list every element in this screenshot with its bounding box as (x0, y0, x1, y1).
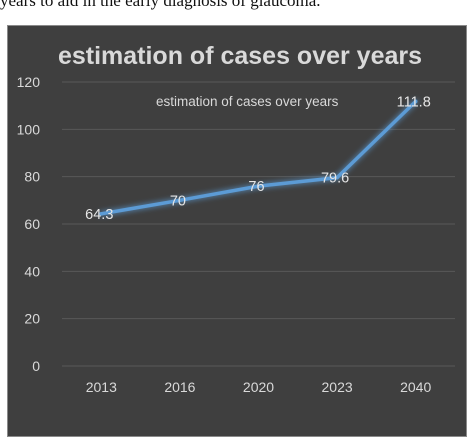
data-point (99, 212, 104, 216)
x-tick-label: 2023 (322, 379, 353, 395)
y-tick-label: 40 (24, 263, 40, 279)
y-tick-label: 120 (17, 74, 41, 90)
data-label: 111.8 (397, 94, 431, 110)
y-axis-ticks: 0 20 40 60 80 100 120 (17, 74, 41, 374)
y-tick-label: 60 (24, 216, 40, 232)
series-line-path (99, 99, 418, 216)
x-tick-label: 2020 (243, 379, 274, 395)
y-tick-label: 0 (32, 358, 40, 374)
series-line (99, 99, 418, 216)
data-point (178, 198, 182, 203)
x-tick-label: 2013 (86, 379, 117, 395)
y-tick-label: 20 (24, 311, 40, 327)
chart-panel (7, 25, 467, 437)
data-point (335, 175, 339, 180)
data-label: 76 (248, 179, 264, 195)
y-tick-label: 80 (24, 169, 40, 185)
data-point (413, 99, 418, 104)
legend: estimation of cases over years (112, 94, 339, 109)
data-labels: 64.3 70 76 79.6 111.8 (85, 94, 431, 222)
data-label: 64.3 (85, 207, 113, 223)
gridlines (62, 81, 455, 367)
data-label: 70 (170, 193, 186, 209)
x-tick-label: 2016 (164, 379, 195, 395)
legend-label: estimation of cases over years (156, 94, 339, 109)
chart-title: estimation of cases over years (58, 42, 422, 70)
x-tick-label: 2040 (400, 379, 431, 395)
data-label: 79.6 (321, 171, 349, 187)
x-axis-ticks: 2013 2016 2020 2023 2040 (86, 379, 432, 395)
y-tick-label: 100 (17, 121, 41, 137)
data-point (256, 184, 261, 188)
caption-text: years to aid in the early diagnosis of g… (0, 0, 321, 10)
